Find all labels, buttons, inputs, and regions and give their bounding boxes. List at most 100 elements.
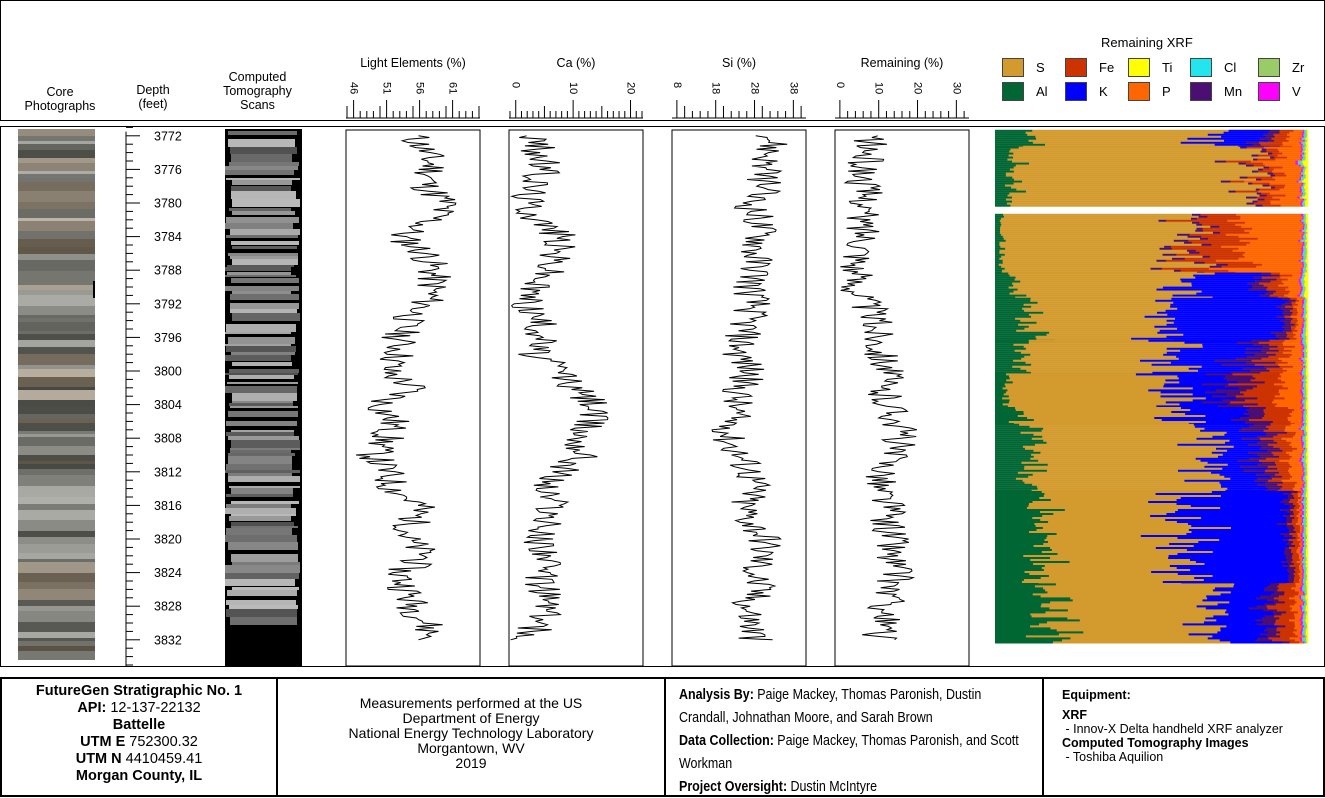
xrf-bar-fe [1273, 173, 1285, 175]
xrf-bar-s [1070, 561, 1197, 563]
xrf-bar-s [1045, 589, 1213, 591]
ct-slice [228, 473, 292, 476]
xrf-bar-ti [1306, 488, 1308, 490]
xrf-bar-fe [1266, 352, 1283, 354]
ct-slice [227, 272, 291, 275]
xrf-bar-k [1204, 466, 1240, 468]
xrf-bar-zr [1305, 559, 1307, 561]
xrf-bar-cl [1301, 595, 1303, 597]
xrf-bar-cl [1302, 555, 1304, 557]
legend-swatch-fe [1065, 58, 1087, 77]
xrf-bar-p [1294, 621, 1301, 623]
xrf-bar-fe [1255, 364, 1279, 366]
xrf-bar-s [1014, 291, 1202, 293]
xrf-bar-ti [1307, 519, 1309, 521]
xrf-bar-ti [1307, 318, 1309, 320]
xrf-bar-mn [1212, 395, 1236, 397]
xrf-bar-mn [1289, 581, 1294, 583]
xrf-bar-s [1027, 134, 1208, 136]
xrf-bar-mn [1284, 553, 1293, 555]
ct-slice [232, 180, 292, 185]
xrf-bar-ti [1306, 428, 1309, 430]
xrf-bar-k [1215, 144, 1254, 146]
xrf-bar-s [1045, 539, 1220, 541]
xrf-bar-cl [1303, 236, 1305, 238]
xrf-bar-al [995, 385, 1006, 387]
xrf-bar-p [1292, 354, 1303, 356]
xrf-bar-cl [1302, 587, 1304, 589]
xrf-bar-al [995, 436, 1043, 438]
xrf-bar-fe [1276, 619, 1290, 621]
xrf-bar-fe [1267, 195, 1286, 197]
xrf-bar-p [1240, 216, 1302, 218]
xrf-bar-fe [1272, 153, 1282, 155]
xrf-bar-fe [1269, 340, 1284, 342]
xrf-bar-al [995, 444, 1035, 446]
core-segment [18, 306, 95, 315]
xrf-bar-ti [1306, 308, 1308, 310]
xrf-bar-s [1030, 559, 1190, 561]
xrf-bar-fe [1272, 478, 1290, 480]
xrf-bar-al [995, 509, 1065, 511]
xrf-bar-zr [1304, 342, 1306, 344]
xrf-bar-s [1005, 383, 1165, 385]
xrf-bar-al [995, 183, 1014, 185]
xrf-bar-al [995, 298, 1031, 300]
core-segment [18, 290, 95, 295]
xrf-bar-v [1295, 163, 1298, 165]
xrf-bar-zr [1304, 370, 1307, 372]
legend-label-al: Al [1036, 84, 1048, 99]
xrf-bar-al [995, 214, 1003, 216]
xrf-bar-ti [1306, 362, 1308, 364]
xrf-bar-al [995, 448, 1025, 450]
xrf-bar-ti [1306, 340, 1309, 342]
xrf-bar-al [995, 559, 1031, 561]
xrf-bar-fe [1267, 151, 1280, 153]
xrf-bar-v [1302, 222, 1304, 224]
xrf-bar-ti [1307, 397, 1308, 399]
xrf-bar-k [1205, 428, 1242, 430]
legend-label-mn: Mn [1224, 84, 1242, 99]
xrf-bar-s [1041, 605, 1197, 607]
xrf-bar-al [995, 609, 1068, 611]
xrf-bar-al [995, 611, 1046, 613]
xrf-bar-s [1021, 352, 1167, 354]
ct-slice [231, 154, 292, 162]
xrf-bar-mn [1248, 444, 1268, 446]
xrf-bar-p [1292, 350, 1302, 352]
core-segment [18, 347, 95, 354]
xrf-bar-zr [1305, 523, 1307, 525]
xrf-bar-al [995, 468, 1024, 470]
xrf-bar-p [1292, 446, 1303, 448]
xrf-bar-fe [1290, 298, 1297, 300]
xrf-bar-mn [1280, 533, 1289, 535]
legend-swatch-s [1002, 58, 1024, 77]
xrf-bar-al [995, 397, 1002, 399]
xrf-bar-al [995, 281, 1021, 283]
xrf-bar-zr [1304, 615, 1306, 617]
xrf-bar-ti [1306, 385, 1308, 387]
xrf-bar-v [1300, 637, 1303, 639]
xrf-bar-v [1300, 509, 1303, 511]
xrf-bar-fe [1267, 368, 1283, 370]
xrf-bar-ti [1306, 621, 1308, 623]
xrf-bar-ti [1306, 275, 1309, 277]
xrf-bar-mn [1268, 488, 1281, 490]
utme-value: 752300.32 [129, 734, 198, 750]
xrf-bar-mn [1248, 289, 1266, 291]
core-segment [18, 171, 95, 174]
xrf-bar-k [1213, 589, 1264, 591]
xrf-bar-mn [1258, 637, 1269, 639]
track-box-si [672, 130, 806, 666]
xrf-bar-p [1265, 165, 1299, 167]
xrf-bar-p [1278, 149, 1302, 151]
xrf-bar-p [1300, 527, 1303, 529]
xrf-bar-s [1000, 220, 1159, 222]
xrf-bar-fe [1274, 140, 1289, 142]
xrf-bar-fe [1267, 605, 1291, 607]
xrf-bar-p [1294, 409, 1304, 411]
xrf-bar-fe [1249, 419, 1288, 421]
xrf-bar-s [1044, 495, 1221, 497]
xrf-bar-s [1030, 625, 1227, 627]
xrf-bar-p [1292, 411, 1302, 413]
